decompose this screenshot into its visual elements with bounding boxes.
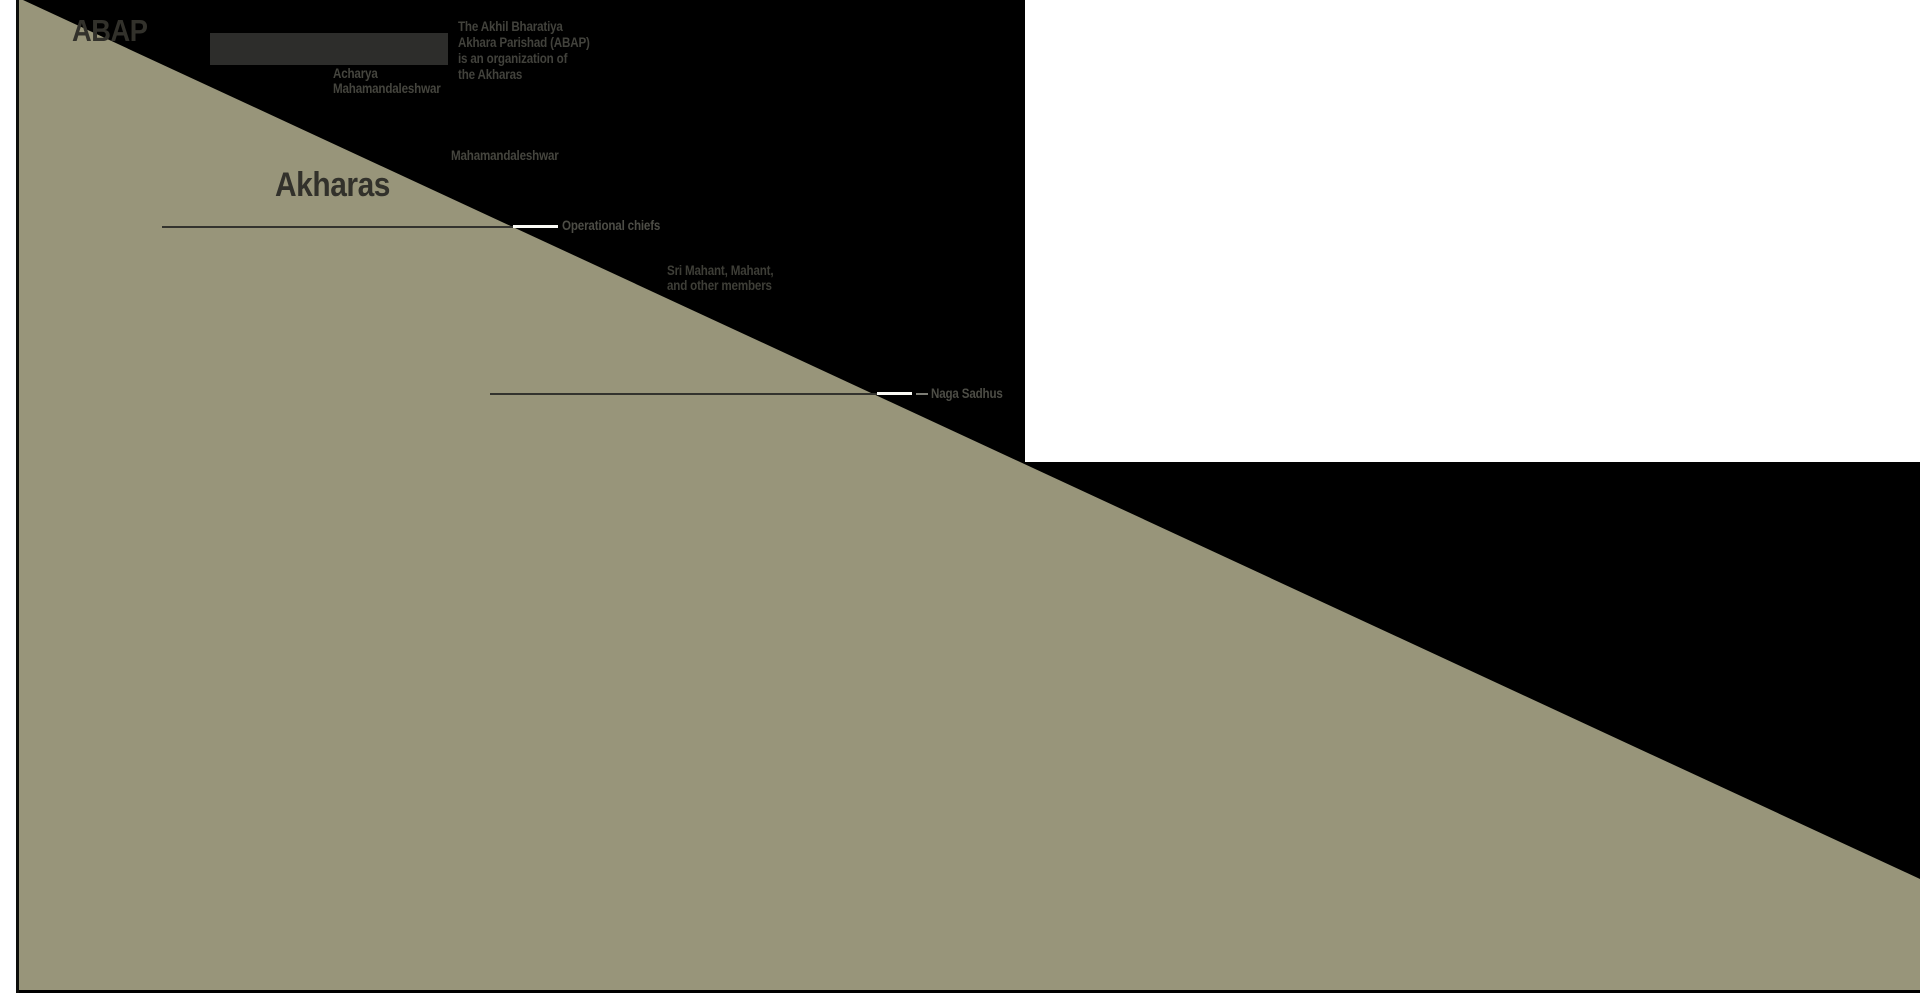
note-line: the Akharas bbox=[458, 67, 523, 82]
leader-line-naga-light bbox=[877, 392, 912, 395]
apex-heading-text: ABAP bbox=[72, 13, 148, 48]
redacted-image-bar bbox=[210, 33, 448, 65]
note-line: is an organization of bbox=[458, 51, 568, 66]
level-label-line: and other members bbox=[667, 278, 772, 293]
level-label-sri-mahant: Sri Mahant, Mahant, and other members bbox=[667, 263, 791, 293]
level-label-acharya-mahamandaleshwar: Acharya Mahamandaleshwar bbox=[333, 66, 458, 96]
note-line: Akhara Parishad (ABAP) bbox=[458, 35, 590, 50]
note-line: The Akhil Bharatiya bbox=[458, 19, 563, 34]
abap-note: The Akhil Bharatiya Akhara Parishad (ABA… bbox=[458, 19, 611, 83]
apex-heading-abap: ABAP bbox=[72, 14, 158, 47]
triangle-heading-akharas: Akharas bbox=[275, 167, 406, 203]
page-background-panel bbox=[1025, 0, 1920, 462]
level-label-operational-chiefs: Operational chiefs bbox=[562, 218, 661, 233]
leader-line-operational-dark bbox=[162, 226, 513, 228]
triangle-heading-text: Akharas bbox=[275, 166, 391, 204]
leader-line-naga-dark bbox=[490, 393, 877, 395]
page-left-border-line bbox=[16, 0, 19, 993]
level-label-mahamandaleshwar: Mahamandaleshwar bbox=[451, 148, 559, 163]
level-label-line: Acharya bbox=[333, 66, 378, 81]
level-label-line: Mahamandaleshwar bbox=[333, 80, 441, 96]
page-left-gutter bbox=[0, 0, 16, 993]
level-label-line: Sri Mahant, Mahant, bbox=[667, 263, 774, 278]
leader-line-naga-dash bbox=[916, 393, 928, 395]
leader-line-operational-light bbox=[513, 225, 558, 228]
level-label-naga-sadhus: Naga Sadhus bbox=[931, 386, 1003, 401]
